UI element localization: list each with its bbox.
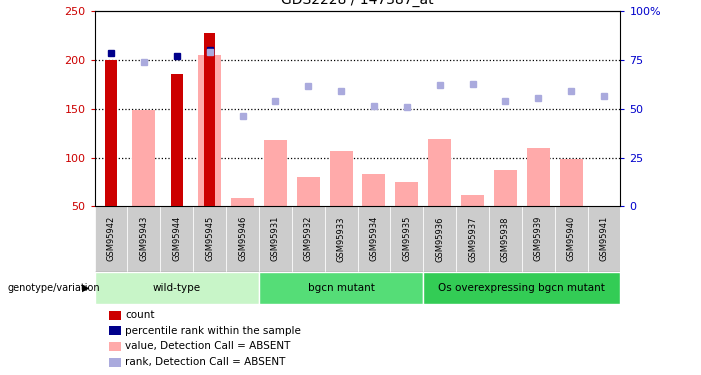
Bar: [259, 206, 292, 272]
Bar: [390, 206, 423, 272]
Text: GSM95932: GSM95932: [304, 216, 313, 261]
Bar: [559, 159, 583, 206]
Bar: [204, 33, 215, 206]
Bar: [132, 110, 156, 206]
Text: genotype/variation: genotype/variation: [7, 283, 100, 293]
Text: wild-type: wild-type: [153, 283, 201, 293]
Bar: [325, 206, 358, 272]
Text: GSM95939: GSM95939: [533, 216, 543, 261]
Text: percentile rank within the sample: percentile rank within the sample: [125, 326, 301, 336]
Bar: [522, 206, 554, 272]
Bar: [423, 272, 620, 304]
Text: GSM95937: GSM95937: [468, 216, 477, 262]
Bar: [494, 170, 517, 206]
Bar: [198, 55, 221, 206]
Bar: [171, 74, 182, 206]
Bar: [395, 182, 418, 206]
Bar: [161, 206, 193, 272]
Title: GDS2228 / 147387_at: GDS2228 / 147387_at: [281, 0, 434, 8]
Text: count: count: [125, 310, 155, 320]
Bar: [231, 198, 254, 206]
Text: GSM95934: GSM95934: [369, 216, 379, 261]
Bar: [95, 272, 259, 304]
Bar: [461, 195, 484, 206]
Text: bgcn mutant: bgcn mutant: [308, 283, 374, 293]
Text: GSM95933: GSM95933: [336, 216, 346, 262]
Bar: [105, 60, 117, 206]
Text: GSM95931: GSM95931: [271, 216, 280, 261]
Bar: [264, 140, 287, 206]
Text: value, Detection Call = ABSENT: value, Detection Call = ABSENT: [125, 342, 291, 351]
Text: GSM95938: GSM95938: [501, 216, 510, 262]
Bar: [297, 177, 320, 206]
Bar: [358, 206, 390, 272]
Text: GSM95943: GSM95943: [139, 216, 149, 261]
Text: GSM95945: GSM95945: [205, 216, 214, 261]
Bar: [423, 206, 456, 272]
Text: Os overexpressing bgcn mutant: Os overexpressing bgcn mutant: [438, 283, 605, 293]
Bar: [489, 206, 522, 272]
Text: GSM95941: GSM95941: [599, 216, 608, 261]
Bar: [292, 206, 325, 272]
Bar: [259, 272, 423, 304]
Bar: [329, 151, 353, 206]
Text: GSM95940: GSM95940: [566, 216, 576, 261]
Bar: [526, 148, 550, 206]
Text: rank, Detection Call = ABSENT: rank, Detection Call = ABSENT: [125, 357, 286, 367]
Bar: [193, 206, 226, 272]
Bar: [226, 206, 259, 272]
Text: GSM95944: GSM95944: [172, 216, 182, 261]
Bar: [587, 206, 620, 272]
Bar: [95, 206, 128, 272]
Text: GSM95935: GSM95935: [402, 216, 411, 261]
Text: ▶: ▶: [82, 283, 90, 293]
Bar: [362, 174, 386, 206]
Text: GSM95942: GSM95942: [107, 216, 116, 261]
Bar: [456, 206, 489, 272]
Bar: [554, 206, 587, 272]
Bar: [428, 139, 451, 206]
Bar: [128, 206, 161, 272]
Text: GSM95946: GSM95946: [238, 216, 247, 261]
Text: GSM95936: GSM95936: [435, 216, 444, 262]
